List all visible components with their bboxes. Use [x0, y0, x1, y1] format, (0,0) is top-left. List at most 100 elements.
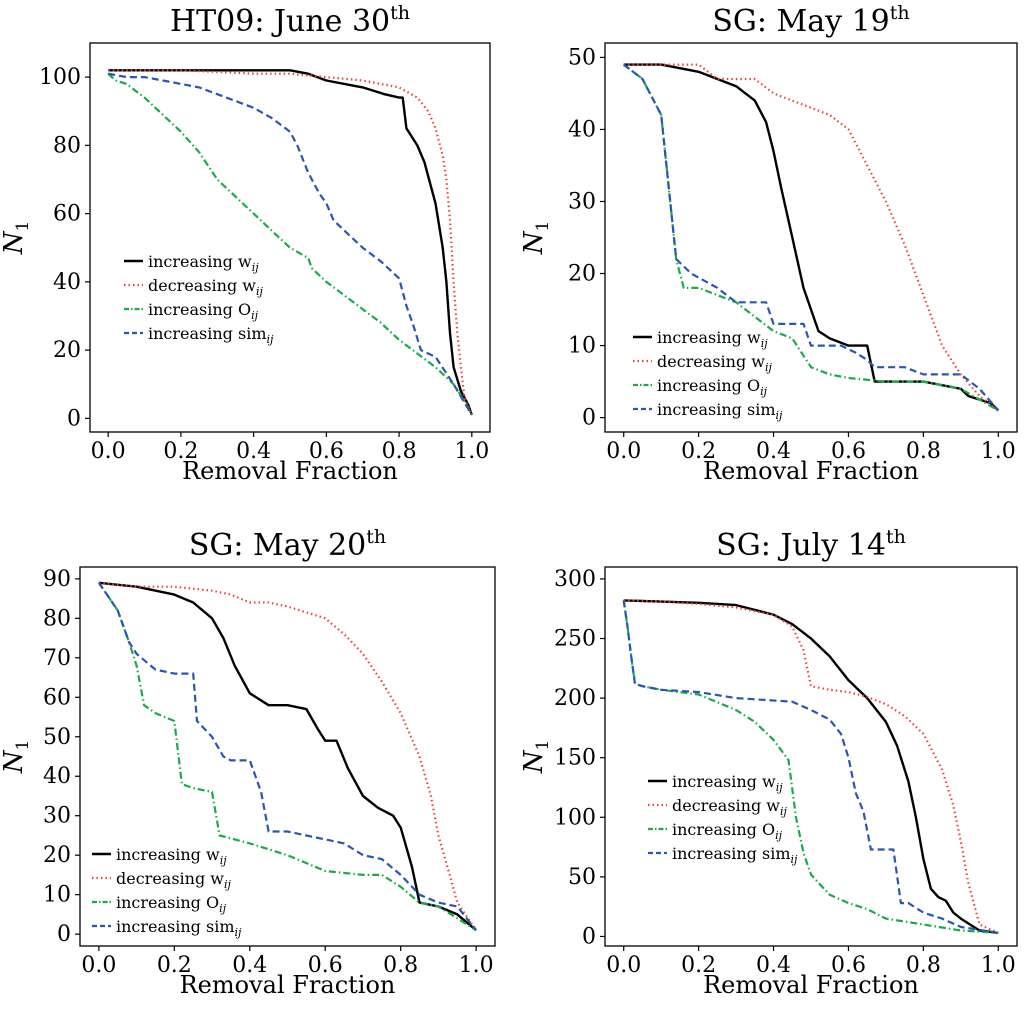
y-tick-label: 80	[43, 606, 71, 631]
legend-label-main: increasing O	[657, 376, 760, 395]
x-tick-label: 0.4	[236, 439, 271, 464]
y-tick-label: 250	[554, 627, 596, 652]
chart-title-sup: th	[390, 2, 410, 24]
series-line-decreasing-w	[623, 599, 999, 934]
legend-entry-increasing-O: increasing Oij	[116, 893, 227, 915]
x-tick-label: 0.4	[232, 953, 267, 978]
series-lines	[107, 69, 473, 416]
x-tick-label: 0.2	[157, 953, 192, 978]
legend-entry-increasing-sim: increasing simij	[148, 324, 274, 346]
legend-label-sub: ij	[780, 805, 788, 818]
chart-title-main: SG: May 19	[712, 4, 889, 39]
series-line-increasing-sim	[622, 600, 999, 934]
x-tick-label: 0.6	[831, 439, 866, 464]
y-tick-label: 70	[43, 646, 71, 671]
y-tick-label: 100	[554, 805, 596, 830]
legend-entry-increasing-w: increasing wij	[116, 845, 227, 867]
y-tick-label: 50	[568, 865, 596, 890]
chart-title-main: SG: July 14	[716, 528, 886, 563]
series-line-increasing-O	[107, 72, 473, 416]
chart-panel-3: 0.0 0.2 0.4 0.6 0.8 1.0 0 10 20 30 40 50 60 70 80 90 Rem…	[0, 526, 496, 999]
y-tick-label: 10	[568, 334, 596, 359]
legend-label-sub: ij	[760, 385, 768, 398]
series-lines	[97, 581, 478, 932]
legend-entry-increasing-O: increasing Oij	[672, 820, 783, 842]
y-tick-label: 150	[554, 746, 596, 771]
legend-entry-decreasing-w: decreasing wij	[116, 869, 232, 891]
chart-panel-2: 0.0 0.2 0.4 0.6 0.8 1.0 0 10 20 30 40 50 Removal Fra…	[519, 2, 1018, 485]
series-line-increasing-w	[623, 599, 999, 935]
legend-entry-decreasing-w: decreasing wij	[672, 796, 788, 818]
y-tick-label: 0	[582, 406, 596, 431]
series-line-increasing-O	[622, 600, 999, 934]
legend-entry-increasing-sim: increasing simij	[672, 844, 798, 866]
legend-entry-decreasing-w: decreasing wij	[148, 276, 264, 298]
y-tick-label: 30	[43, 804, 71, 829]
x-tick-label: 1.0	[454, 439, 489, 464]
legend-label-sub: ij	[256, 285, 264, 298]
legend-label-sub: ij	[267, 333, 275, 346]
y-tick-label: 60	[43, 685, 71, 710]
x-tick-label: 0.6	[308, 953, 343, 978]
chart-title: HT09: June 30th	[170, 2, 410, 39]
series-lines	[623, 63, 1000, 412]
series-line-decreasing-w	[98, 581, 478, 931]
legend-label-main: increasing O	[116, 893, 219, 912]
x-tick-label: 0.4	[756, 953, 791, 978]
y-tick-label: 20	[53, 338, 81, 363]
y-tick-label: 30	[568, 189, 596, 214]
y-tick-label: 0	[582, 924, 596, 949]
y-tick-label: 100	[39, 65, 81, 90]
y-axis-label-main: N	[519, 230, 549, 255]
chart-panel-4: 0.0 0.2 0.4 0.6 0.8 1.0 0 50 100 150 200 250 300 Remo…	[519, 526, 1018, 999]
legend-entry-increasing-w: increasing wij	[672, 772, 783, 794]
legend-label-main: decreasing w	[657, 352, 765, 371]
y-axis-label: N1	[519, 740, 553, 775]
legend-label-sub: ij	[224, 878, 232, 891]
series-line-decreasing-w	[108, 69, 473, 416]
x-tick-label: 0.8	[906, 439, 941, 464]
series-line-increasing-w	[108, 69, 473, 416]
plot-frame	[604, 566, 1018, 947]
x-tick-label: 0.2	[681, 439, 716, 464]
y-tick-label: 60	[53, 202, 81, 227]
chart-title-sup: th	[890, 2, 910, 24]
chart-title: SG: May 20th	[189, 526, 386, 563]
y-axis-label-main: N	[0, 749, 29, 774]
y-axis-label-sub: 1	[13, 221, 33, 232]
y-tick-label: 50	[43, 725, 71, 750]
y-tick-label: 80	[53, 133, 81, 158]
chart-title-sup: th	[886, 526, 906, 548]
chart-title-main: HT09: June 30	[170, 4, 390, 39]
x-axis-label: Removal Fraction	[703, 971, 919, 999]
series-line-increasing-w	[98, 581, 477, 932]
legend-label-sub: ij	[251, 309, 259, 322]
x-tick-label: 0.2	[681, 953, 716, 978]
legend-label-sub: ij	[775, 829, 783, 842]
y-axis-label-sub: 1	[13, 740, 33, 751]
legend-entry-increasing-sim: increasing simij	[657, 400, 783, 422]
legend-label-main: increasing sim	[148, 324, 267, 343]
x-tick-label: 1.0	[981, 953, 1016, 978]
x-tick-label: 0.0	[81, 953, 116, 978]
legend-label-sub: ij	[235, 926, 243, 939]
legend-label-sub: ij	[219, 902, 227, 915]
legend-entry-increasing-w: increasing wij	[657, 328, 768, 350]
y-axis-label-main: N	[519, 749, 549, 774]
y-tick-label: 40	[53, 270, 81, 295]
x-tick-label: 0.8	[383, 953, 418, 978]
x-tick-label: 0.2	[163, 439, 198, 464]
legend-label-sub: ij	[761, 337, 769, 350]
x-tick-label: 1.0	[981, 439, 1016, 464]
x-tick-label: 0.8	[906, 953, 941, 978]
legend-label-main: decreasing w	[672, 796, 780, 815]
legend-label-main: increasing O	[672, 820, 775, 839]
chart-title: SG: May 19th	[712, 2, 909, 39]
legend-entry-increasing-O: increasing Oij	[148, 300, 259, 322]
chart-panel-1: 0.0 0.2 0.4 0.6 0.8 1.0 0 20 40 60 80 100 Removal Fr…	[0, 2, 491, 485]
legend-label-sub: ij	[765, 361, 773, 374]
legend-label-sub: ij	[252, 261, 260, 274]
y-axis-label: N1	[519, 221, 553, 256]
